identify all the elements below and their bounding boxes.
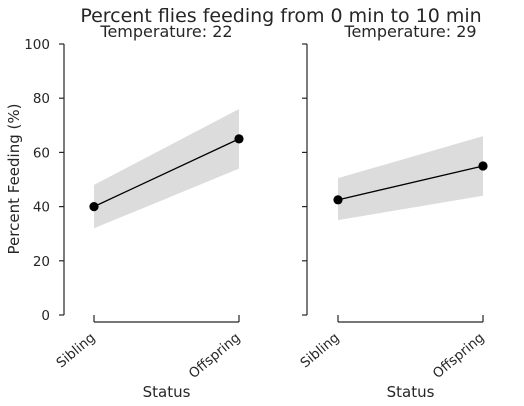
panels: Temperature: 22 0 20 40 60 80 100 Sibling Offspr… <box>24 22 488 401</box>
x-axis-label: Status <box>143 383 191 401</box>
confidence-band <box>338 136 483 221</box>
y-tick-label: 60 <box>33 145 50 161</box>
series-line <box>93 138 240 208</box>
x-tick-label: Sibling <box>297 330 342 372</box>
y-axis-label: Percent Feeding (%) <box>5 104 23 255</box>
x-tick-label: Sibling <box>53 330 98 372</box>
data-point <box>89 202 99 212</box>
x-tick-label: Offspring <box>430 330 488 382</box>
x-axis-label: Status <box>387 383 435 401</box>
series-line <box>337 165 484 201</box>
panel-1: Temperature: 22 0 20 40 60 80 100 Sibling Offspr… <box>24 22 244 401</box>
y-tick-label: 80 <box>33 91 50 107</box>
data-point <box>234 134 244 144</box>
y-tick-label: 0 <box>41 308 50 324</box>
data-point <box>478 161 488 171</box>
y-tick-label: 40 <box>33 200 50 216</box>
data-point <box>333 195 343 205</box>
x-tick-label: Offspring <box>186 330 244 382</box>
chart-title: Percent flies feeding from 0 min to 10 m… <box>80 5 481 27</box>
confidence-band <box>94 109 239 229</box>
y-tick-label: 20 <box>33 254 50 270</box>
panel-title: Temperature: 29 <box>343 22 476 41</box>
panel-title: Temperature: 22 <box>99 22 232 41</box>
y-tick-label: 100 <box>24 37 50 53</box>
